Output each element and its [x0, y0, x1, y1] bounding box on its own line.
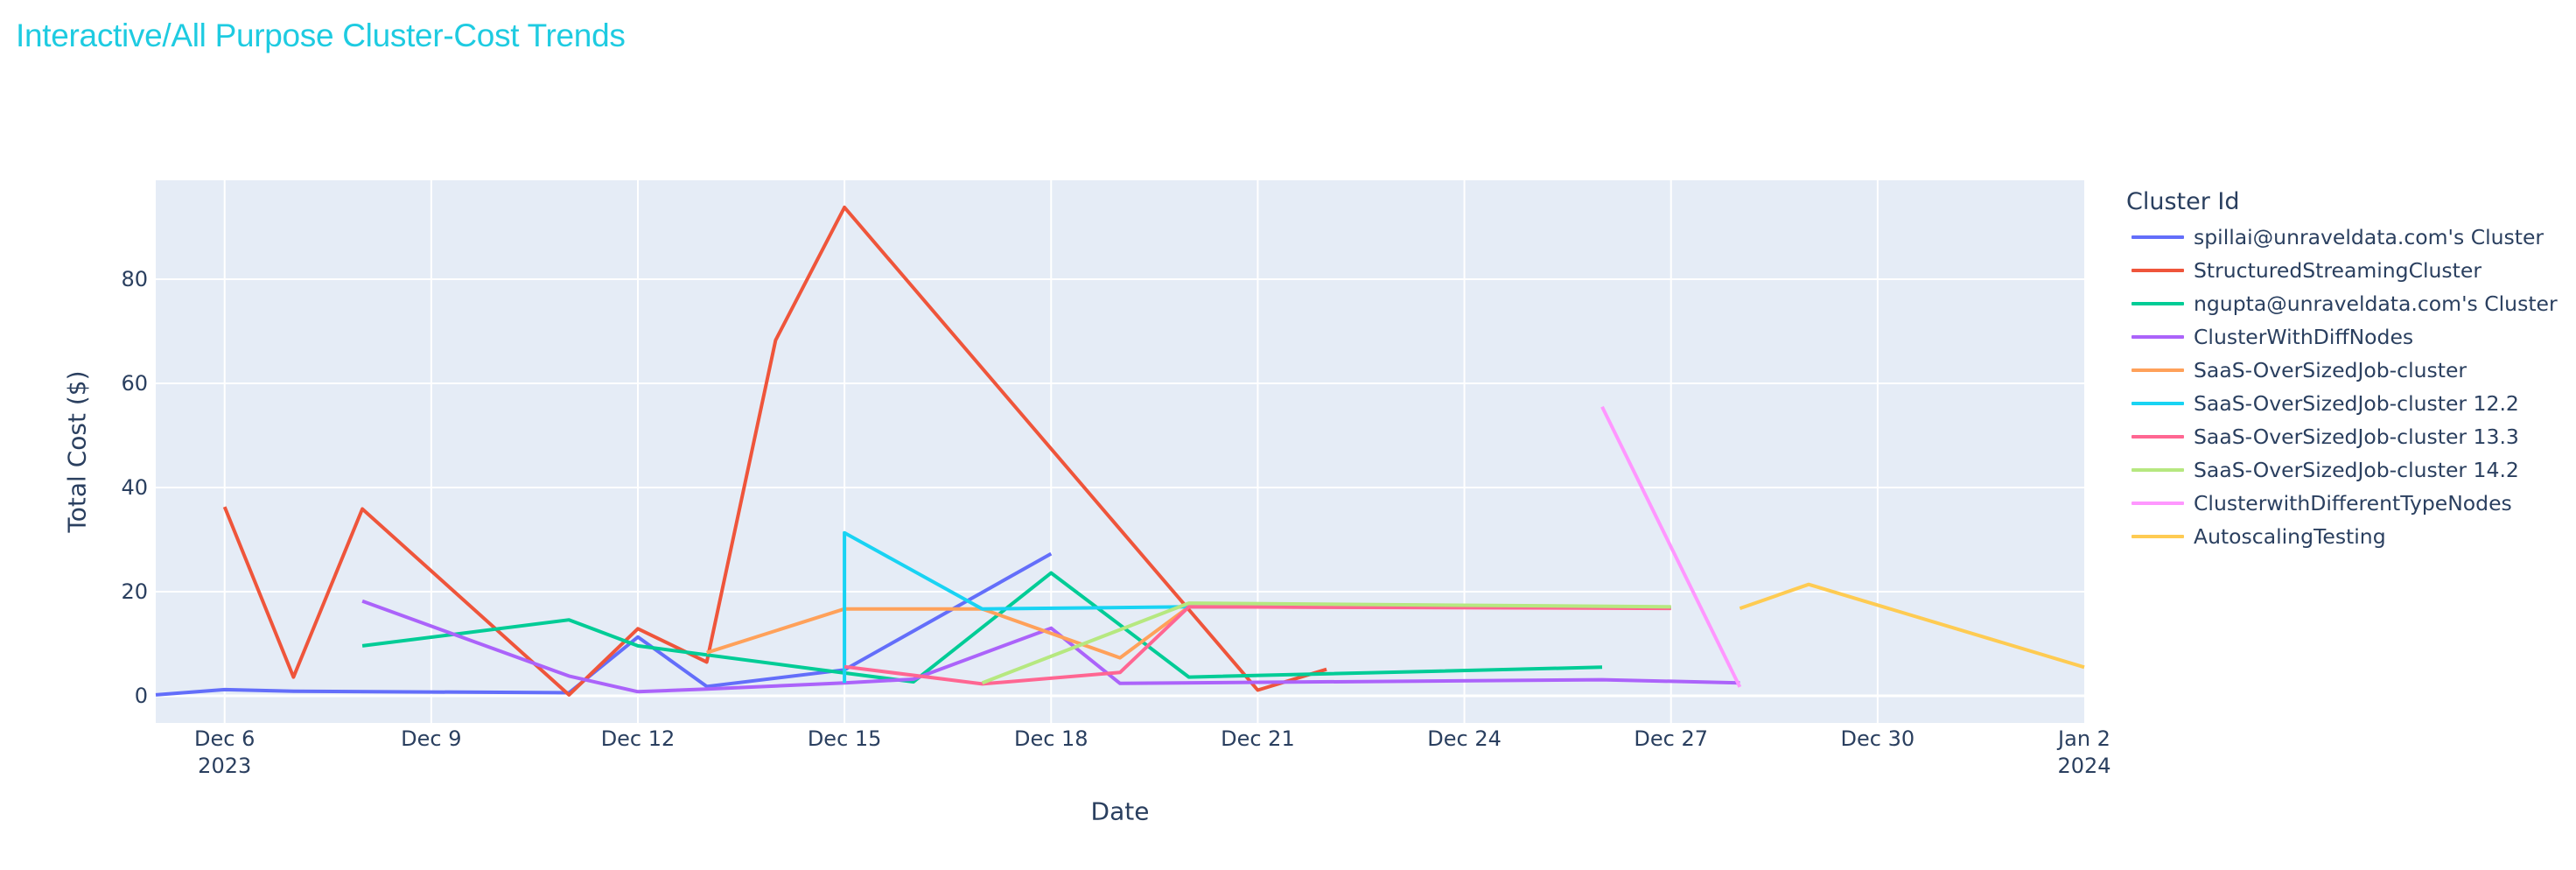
series-line[interactable]	[1739, 582, 2085, 670]
series-line[interactable]	[844, 605, 1671, 686]
legend-label: ClusterwithDifferentTypeNodes	[2194, 491, 2512, 516]
legend-item[interactable]: ClusterwithDifferentTypeNodes	[2126, 487, 2558, 520]
legend-label: StructuredStreamingCluster	[2194, 258, 2482, 283]
series-line[interactable]	[1600, 405, 1742, 688]
legend-line-icon	[2132, 335, 2184, 339]
legend-item[interactable]: AutoscalingTesting	[2126, 520, 2558, 553]
legend-line-icon	[2132, 235, 2184, 239]
legend-label: SaaS-OverSizedJob-cluster 13.3	[2194, 424, 2519, 449]
legend-label: SaaS-OverSizedJob-cluster	[2194, 358, 2468, 382]
series-line[interactable]	[361, 599, 1740, 694]
y-tick-label: 60	[121, 371, 148, 396]
series-line[interactable]	[222, 205, 1327, 697]
legend-line-icon	[2132, 368, 2184, 372]
legend: Cluster Id spillai@unraveldata.com's Clu…	[2126, 186, 2558, 553]
series-lines	[155, 205, 2085, 697]
chart-title: Interactive/All Purpose Cluster-Cost Tre…	[16, 18, 626, 53]
legend-item[interactable]: SaaS-OverSizedJob-cluster 13.3	[2126, 420, 2558, 453]
legend-item[interactable]: spillai@unraveldata.com's Cluster	[2126, 221, 2558, 254]
y-gridlines	[156, 278, 2084, 698]
legend-label: ngupta@unraveldata.com's Cluster	[2194, 291, 2558, 316]
series-line[interactable]	[155, 551, 1053, 697]
x-tick-label: Dec 18	[1014, 726, 1088, 751]
x-tick-label: Dec 24	[1427, 726, 1502, 751]
legend-items: spillai@unraveldata.com's Cluster Structu…	[2126, 221, 2558, 553]
legend-label: SaaS-OverSizedJob-cluster 14.2	[2194, 458, 2519, 482]
legend-label: ClusterWithDiffNodes	[2194, 325, 2414, 349]
x-axis-ticks: Dec 6 2023 Dec 9 Dec 12 Dec 15 Dec 18 Dec 21 De…	[194, 726, 2110, 778]
y-axis-title: Total Cost ($)	[62, 370, 92, 533]
series-line[interactable]	[361, 571, 1603, 684]
legend-line-icon	[2132, 402, 2184, 405]
legend-line-icon	[2132, 468, 2184, 472]
legend-line-icon	[2132, 269, 2184, 272]
y-tick-label: 80	[121, 267, 148, 291]
legend-title: Cluster Id	[2126, 188, 2240, 215]
x-tick-label: Dec 12	[601, 726, 676, 751]
x-tick-year-label: 2023	[198, 754, 251, 778]
x-axis-title: Date	[1090, 796, 1150, 826]
y-tick-label: 0	[135, 684, 148, 708]
legend-line-icon	[2132, 435, 2184, 439]
plot-background	[156, 180, 2084, 723]
x-tick-year-label: 2024	[2057, 754, 2110, 778]
legend-line-icon	[2132, 502, 2184, 505]
x-tick-label: Dec 21	[1221, 726, 1295, 751]
legend-item[interactable]: SaaS-OverSizedJob-cluster 12.2	[2126, 387, 2558, 420]
x-tick-label: Dec 9	[401, 726, 461, 751]
x-tick-label: Jan 2	[2056, 726, 2110, 751]
legend-label: SaaS-OverSizedJob-cluster 12.2	[2194, 391, 2519, 416]
series-line[interactable]	[981, 601, 1671, 685]
y-axis-ticks: 0 20 40 60 80	[121, 267, 148, 708]
legend-item[interactable]: SaaS-OverSizedJob-cluster 14.2	[2126, 453, 2558, 487]
x-tick-label: Dec 15	[808, 726, 882, 751]
legend-item[interactable]: ClusterWithDiffNodes	[2126, 320, 2558, 354]
legend-label: spillai@unraveldata.com's Cluster	[2194, 225, 2544, 249]
legend-item[interactable]: ngupta@unraveldata.com's Cluster	[2126, 287, 2558, 320]
legend-item[interactable]: SaaS-OverSizedJob-cluster	[2126, 354, 2558, 387]
x-tick-label: Dec 27	[1634, 726, 1708, 751]
x-tick-label: Dec 30	[1841, 726, 1915, 751]
y-tick-label: 40	[121, 475, 148, 500]
legend-line-icon	[2132, 302, 2184, 305]
legend-item[interactable]: StructuredStreamingCluster	[2126, 254, 2558, 287]
x-tick-label: Dec 6	[194, 726, 255, 751]
y-tick-label: 20	[121, 579, 148, 604]
legend-label: AutoscalingTesting	[2194, 524, 2386, 549]
legend-line-icon	[2132, 535, 2184, 538]
